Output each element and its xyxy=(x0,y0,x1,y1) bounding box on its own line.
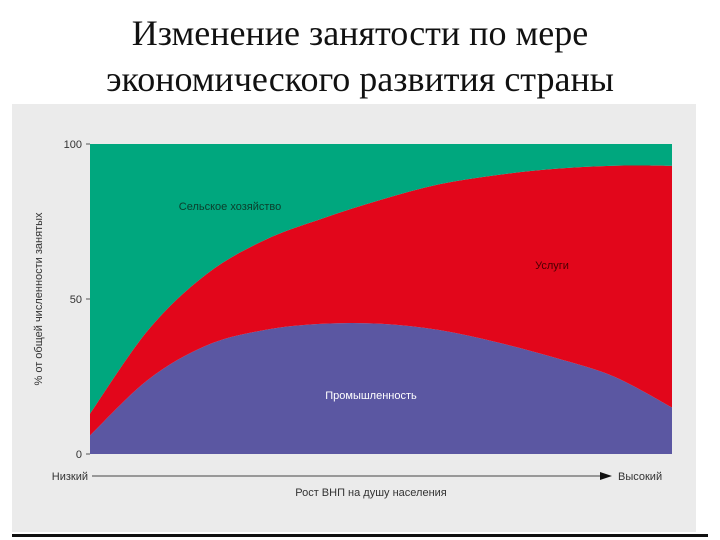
x-start-label: Низкий xyxy=(52,471,88,483)
title-line-1: Изменение занятости по мере xyxy=(131,13,589,53)
area-agriculture xyxy=(90,144,672,414)
slide-title: Изменение занятости по мере экономическо… xyxy=(0,10,720,102)
series-label-industry: Промышленность xyxy=(325,390,417,402)
title-line-2: экономического развития страны xyxy=(106,59,614,99)
y-tick-label-100: 100 xyxy=(64,139,82,151)
series-label-agriculture: Сельское хозяйство xyxy=(179,201,281,213)
area-services xyxy=(90,165,672,436)
chart-labels: Промышленность Услуги Сельское хозяйство xyxy=(179,201,569,402)
chart-areas xyxy=(90,144,672,454)
chart-figure: 0 50 100 % от общей численности занятых Низк… xyxy=(12,104,696,532)
x-axis-arrowhead-icon xyxy=(600,472,612,480)
chart-axes: 0 50 100 % от общей численности занятых Низк… xyxy=(33,139,662,499)
x-end-label: Высокий xyxy=(618,471,662,483)
slide-bottom-rule xyxy=(12,534,708,537)
employment-area-chart: 0 50 100 % от общей численности занятых Низк… xyxy=(33,139,672,499)
y-tick-label-50: 50 xyxy=(70,294,82,306)
series-label-services: Услуги xyxy=(535,260,569,272)
area-industry xyxy=(90,323,672,454)
y-tick-label-0: 0 xyxy=(76,449,82,461)
y-axis-label: % от общей численности занятых xyxy=(33,212,45,386)
x-axis-label: Рост ВНП на душу населения xyxy=(295,487,447,499)
